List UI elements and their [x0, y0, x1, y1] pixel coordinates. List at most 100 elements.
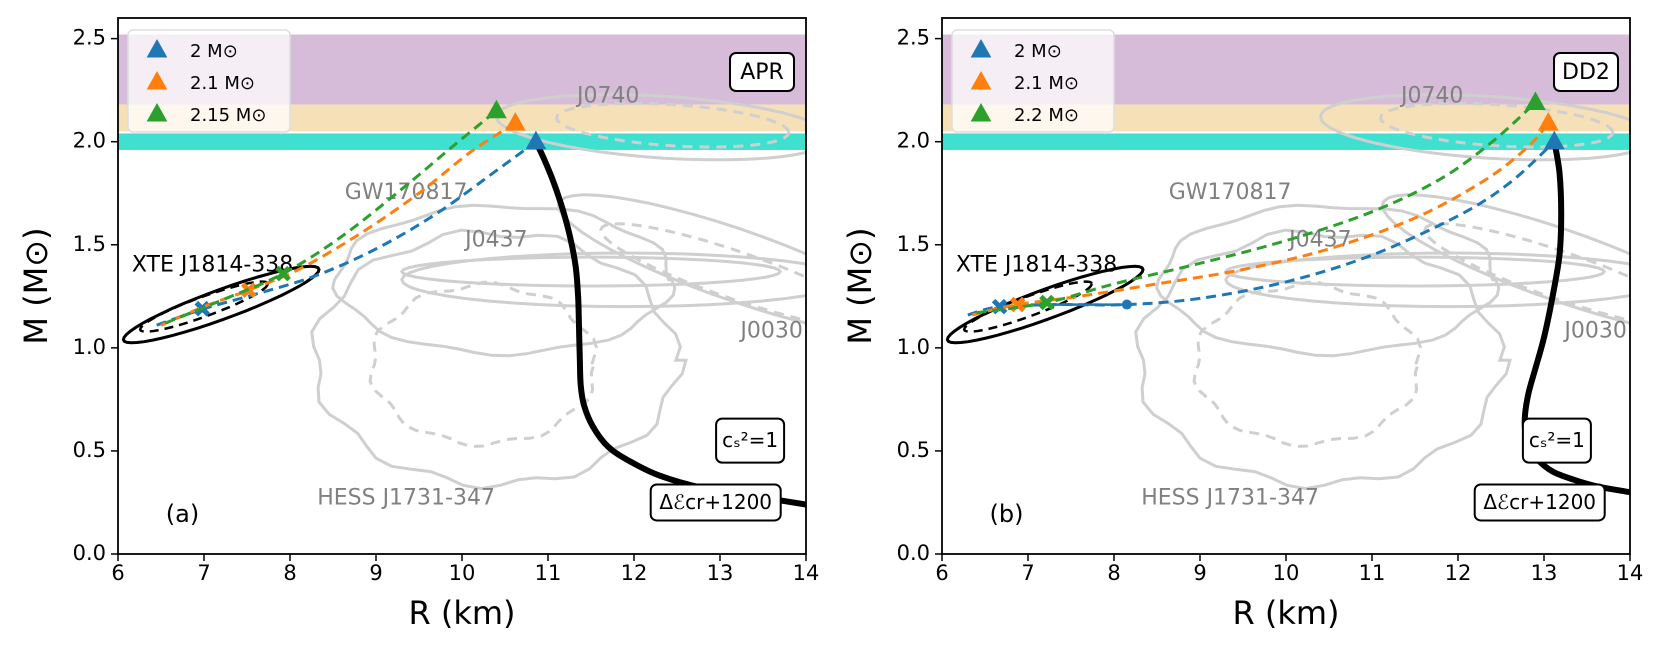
source-label: GW170817 — [1169, 180, 1292, 205]
box-label-frame-1 — [649, 483, 782, 522]
series-dot-0 — [1121, 299, 1132, 310]
series-triangle-2 — [1525, 91, 1546, 111]
series-triangle-0 — [1543, 130, 1565, 150]
series-line-2 — [976, 101, 1537, 315]
contour-hess-outer — [310, 228, 688, 491]
band-turquoise — [118, 133, 806, 150]
series-line-0 — [156, 140, 537, 327]
legend-marker-0 — [146, 38, 168, 58]
panel-label: (a) — [166, 500, 199, 528]
legend-label-0: 2 M⊙ — [1014, 41, 1062, 62]
box-label-frame-1 — [1473, 483, 1606, 522]
contour-xte-outer — [945, 264, 1145, 345]
legend-frame — [127, 29, 291, 133]
x-tick-label: 9 — [369, 561, 382, 585]
x-tick-label: 7 — [197, 561, 210, 585]
x-tick-label: 13 — [707, 561, 734, 585]
series-triangle-1 — [1537, 112, 1559, 131]
source-label: J0030 — [1562, 318, 1626, 343]
contour-xte-inner — [138, 280, 270, 333]
legend-label-0: 2 M⊙ — [190, 41, 238, 62]
x-tick-label: 8 — [1107, 561, 1120, 585]
x-tick-label: 6 — [111, 561, 124, 585]
x-tick-label: 11 — [1359, 561, 1386, 585]
x-tick-label: 14 — [1617, 561, 1644, 585]
source-label: J0437 — [463, 228, 527, 253]
x-tick-label: 12 — [1445, 561, 1472, 585]
source-label: J0740 — [575, 83, 639, 108]
main-eos-curve — [533, 138, 806, 508]
legend-marker-1 — [970, 70, 992, 90]
y-tick-label: 1.5 — [897, 232, 930, 256]
source-label: HESS J1731-347 — [1141, 485, 1319, 510]
y-tick-label: 0.0 — [897, 541, 930, 565]
observational-contours — [310, 93, 806, 491]
legend-marker-2 — [146, 102, 168, 122]
main-eos-curve — [1521, 138, 1630, 496]
legend-label-1: 2.1 M⊙ — [190, 73, 255, 94]
x-tick-label: 10 — [1273, 561, 1300, 585]
y-tick-label: 1.0 — [73, 335, 106, 359]
series-line-2 — [164, 109, 498, 325]
contour-j0030-outer — [1380, 193, 1630, 325]
legend-frame — [951, 29, 1115, 133]
band-turquoise — [942, 133, 1630, 150]
y-tick-label: 0.5 — [897, 438, 930, 462]
series-line-0 — [967, 140, 1556, 317]
legend-label-2: 2.15 M⊙ — [190, 105, 266, 126]
y-tick-label: 2.5 — [73, 26, 106, 50]
contour-hess-inner — [368, 280, 598, 448]
contour-gw170817 — [1155, 203, 1501, 358]
x-axis-label: R (km) — [1232, 594, 1339, 632]
y-tick-label: 0.0 — [73, 541, 106, 565]
box-label-frame-0 — [715, 417, 786, 464]
box-label-text: cₛ²=1 — [1529, 428, 1585, 452]
source-label: J0030 — [738, 318, 802, 343]
contour-hess-inner — [1192, 280, 1422, 448]
legend-label-2: 2.2 M⊙ — [1014, 105, 1079, 126]
source-label: J0740 — [1399, 83, 1463, 108]
contour-gw170817 — [331, 203, 677, 358]
x-tick-label: 8 — [283, 561, 296, 585]
series-triangle-0 — [525, 130, 547, 150]
x-axis-label: R (km) — [408, 594, 515, 632]
legend-label-1: 2.1 M⊙ — [1014, 73, 1079, 94]
x-tick-label: 9 — [1193, 561, 1206, 585]
source-label: XTE J1814-338 — [132, 252, 293, 277]
y-tick-label: 0.5 — [73, 438, 106, 462]
source-label: HESS J1731-347 — [317, 485, 495, 510]
x-tick-label: 6 — [935, 561, 948, 585]
series-cross-2 — [275, 265, 291, 282]
box-label-text: cₛ²=1 — [722, 428, 778, 452]
contour-j0030-inner — [599, 222, 806, 322]
contour-j0740-inner — [1378, 101, 1615, 149]
series-line-1 — [160, 121, 517, 327]
box-label-text: Δℰcr+1200 — [659, 490, 772, 514]
y-tick-label: 2.0 — [73, 129, 106, 153]
series-cross-2 — [1039, 294, 1055, 311]
contour-j0030-inner — [1423, 222, 1630, 322]
box-label-text: Δℰcr+1200 — [1483, 490, 1596, 514]
contour-xte-outer — [121, 264, 321, 345]
y-axis-label: M (M⊙) — [17, 227, 55, 344]
eos-label: DD2 — [1562, 60, 1610, 85]
y-axis-label: M (M⊙) — [841, 227, 879, 344]
panel-label: (b) — [990, 500, 1024, 528]
x-tick-label: 10 — [449, 561, 476, 585]
legend-marker-2 — [970, 102, 992, 122]
contour-j0740-outer — [1318, 93, 1630, 162]
contour-j0437-wide — [400, 251, 806, 309]
eos-label-frame — [1553, 52, 1619, 92]
box-label-frame-0 — [1521, 417, 1592, 464]
y-tick-label: 2.0 — [897, 129, 930, 153]
y-tick-label: 1.0 — [897, 335, 930, 359]
source-label: XTE J1814-338 — [956, 252, 1117, 277]
x-tick-label: 7 — [1021, 561, 1034, 585]
y-tick-label: 1.5 — [73, 232, 106, 256]
contour-hess-outer — [1134, 228, 1512, 491]
legend-marker-1 — [146, 70, 168, 90]
